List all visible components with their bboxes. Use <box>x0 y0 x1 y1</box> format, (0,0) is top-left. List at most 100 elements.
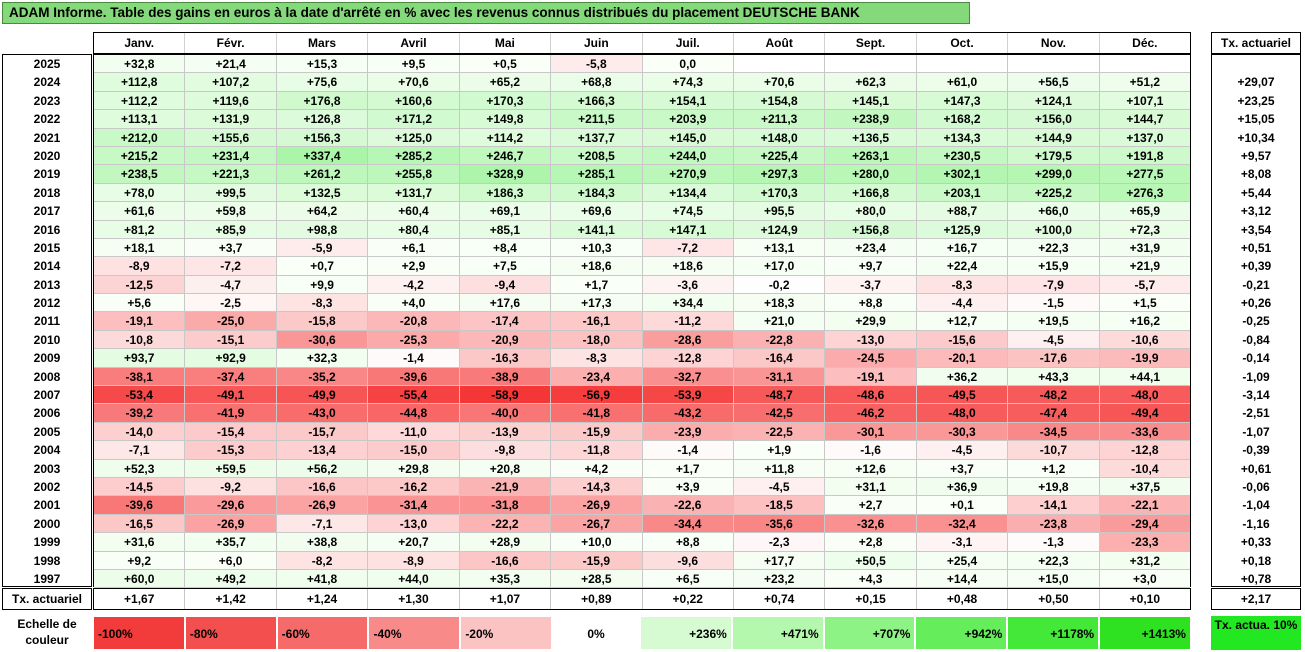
gain-cell: +280,0 <box>825 165 917 184</box>
gain-cell: +261,2 <box>276 165 369 184</box>
gain-cell: -4,5 <box>1008 330 1100 350</box>
gain-cell: +112,8 <box>94 73 186 92</box>
gain-cell: +238,9 <box>825 110 917 129</box>
month-header: Nov. <box>1008 33 1100 53</box>
table-row: +78,0 +99,5 +132,5 +131,7 +186,3 +184,3 +134,4… <box>94 183 1191 203</box>
table-row: +113,1 +131,9 +126,8 +171,2 +149,8 +211,5 +203… <box>94 110 1191 129</box>
gain-cell: -37,4 <box>185 367 277 387</box>
gain-cell: +3,7 <box>916 459 1009 478</box>
gain-cell: +6,5 <box>642 569 734 589</box>
gain-cell: +100,0 <box>1008 220 1100 239</box>
gain-cell <box>733 55 826 74</box>
gain-cell: -3,6 <box>642 275 734 295</box>
gain-cell: +168,2 <box>916 110 1009 129</box>
gain-cell: -39,2 <box>94 404 186 423</box>
table-row: +81,2 +85,9 +98,8 +80,4 +85,1 +141,1 +147,1 +12… <box>94 220 1191 239</box>
tx-actuariel-column: +29,07 +23,25 +15,05 +10,34 +9,57 +8,08 +5,44 +… <box>1211 54 1301 587</box>
gain-cell: -22,6 <box>642 496 734 515</box>
gain-cell: +3,0 <box>1099 569 1191 589</box>
gain-cell: -33,6 <box>1099 422 1191 442</box>
color-scale-label: Echelle de couleur <box>17 617 77 647</box>
gain-cell: +93,7 <box>94 349 186 368</box>
gain-cell: -41,9 <box>185 404 277 423</box>
gain-cell: +230,5 <box>916 146 1009 166</box>
gain-cell: -49,9 <box>276 386 369 405</box>
gain-cell: -8,3 <box>551 349 643 368</box>
gain-cell: +114,2 <box>459 128 552 147</box>
gain-cell: +246,7 <box>459 146 552 166</box>
gain-cell: -46,2 <box>825 404 917 423</box>
gain-cell: -16,5 <box>94 514 186 534</box>
year-label: 2006 <box>33 406 61 421</box>
gain-cell: -15,0 <box>368 441 460 460</box>
gain-cell: -10,4 <box>1099 459 1191 478</box>
tx-actuariel-value: +0,61 <box>1240 461 1272 476</box>
gain-cell: +81,2 <box>94 220 186 239</box>
gain-cell: -43,2 <box>642 404 734 423</box>
gain-cell: -14,1 <box>1008 496 1100 515</box>
gain-cell: +149,8 <box>459 110 552 129</box>
gain-cell: +23,2 <box>733 569 826 589</box>
gain-cell: +285,2 <box>368 146 460 166</box>
gain-cell: -16,3 <box>459 349 552 368</box>
gain-cell: +18,1 <box>94 238 186 258</box>
gain-cell: +221,3 <box>185 165 277 184</box>
gain-cell: +302,1 <box>916 165 1009 184</box>
gain-cell: -4,5 <box>916 441 1009 460</box>
gain-cell: -4,5 <box>733 477 826 497</box>
gain-cell: -41,8 <box>551 404 643 423</box>
gain-cell: -16,4 <box>733 349 826 368</box>
year-label: 2014 <box>33 259 61 274</box>
year-label: 2016 <box>33 222 61 237</box>
year-label: 2009 <box>33 351 61 366</box>
gain-cell: +276,3 <box>1099 183 1191 203</box>
gain-cell: +74,5 <box>642 202 734 221</box>
gain-cell: +297,3 <box>733 165 826 184</box>
tx-actuariel-month-value: +0,48 <box>917 589 1009 609</box>
gain-cell: +2,9 <box>368 257 460 276</box>
gain-cell: +31,2 <box>1099 551 1191 570</box>
tx-actuariel-month-value: +1,67 <box>94 589 186 609</box>
month-header: Févr. <box>185 33 277 53</box>
gain-cell: -22,1 <box>1099 496 1191 515</box>
gain-cell: +131,9 <box>185 110 277 129</box>
gain-cell: +70,6 <box>368 73 460 92</box>
gain-cell: +141,1 <box>551 220 643 239</box>
gain-cell: +14,4 <box>916 569 1009 589</box>
gain-cell: +59,8 <box>185 202 277 221</box>
tx-actuariel-month-value: +0,22 <box>643 589 734 609</box>
gain-cell: -31,8 <box>459 496 552 515</box>
year-column: 2025 2024 2023 2022 2021 2020 2019 2018 2017 2016… <box>2 54 92 587</box>
gain-cell: -12,5 <box>94 275 186 295</box>
gain-cell: +43,3 <box>1008 367 1100 387</box>
gain-cell: -48,7 <box>733 386 826 405</box>
gain-cell: +147,3 <box>916 91 1009 111</box>
gain-cell: +145,1 <box>825 91 917 111</box>
month-header: Déc. <box>1132 36 1158 50</box>
gain-cell: +20,8 <box>459 459 552 478</box>
gain-cell: 0,0 <box>642 55 734 74</box>
gain-cell: -10,7 <box>1008 441 1100 460</box>
gain-cell: +9,7 <box>825 257 917 276</box>
gain-cell: -18,0 <box>551 330 643 350</box>
gain-cell: +156,8 <box>825 220 917 239</box>
month-header: Janv. <box>94 33 186 53</box>
table-row: +52,3 +59,5 +56,2 +29,8 +20,8 +4,2 +1,7 +11,8 +1… <box>94 459 1191 478</box>
gain-cell: +64,2 <box>276 202 369 221</box>
gain-cell: -55,4 <box>368 386 460 405</box>
tx-actuariel-month-value: +1,24 <box>277 589 369 609</box>
gain-cell: +208,5 <box>551 146 643 166</box>
gain-cell: +2,7 <box>825 496 917 515</box>
gain-cell: +1,9 <box>733 441 826 460</box>
gain-cell: +8,8 <box>825 294 917 313</box>
gain-cell: -13,0 <box>368 514 460 534</box>
gain-cell <box>1008 55 1100 74</box>
gain-cell: -32,6 <box>825 514 917 534</box>
gain-cell: +29,8 <box>368 459 460 478</box>
gain-cell: +18,3 <box>733 294 826 313</box>
color-scale-swatch: -80% <box>184 616 277 650</box>
gain-cell: +31,1 <box>825 477 917 497</box>
table-row: +9,2 +6,0 -8,2 -8,9 -16,6 -15,9 -9,6 +17,7 +50,5… <box>94 551 1191 570</box>
gain-cell: +12,7 <box>916 312 1009 331</box>
gain-cell: +179,5 <box>1008 146 1100 166</box>
